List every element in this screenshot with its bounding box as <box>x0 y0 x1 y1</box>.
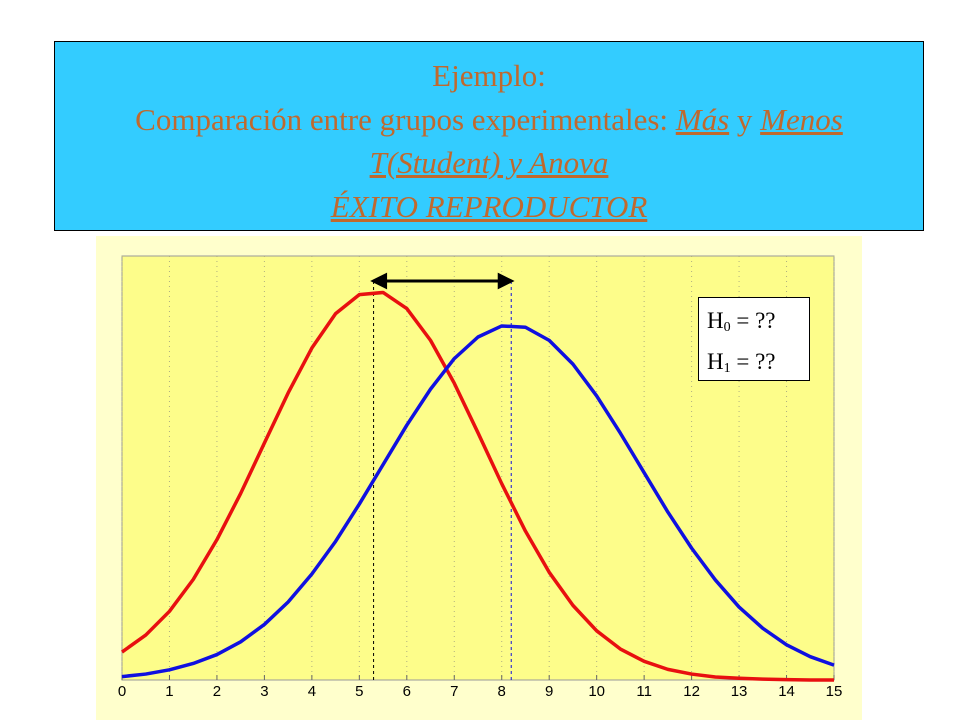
hypothesis-box: H0 = ?? H1 = ?? <box>698 297 810 381</box>
x-tick-label: 1 <box>165 683 173 700</box>
x-tick-label: 2 <box>213 683 221 700</box>
title-emphasis: ÉXITO REPRODUCTOR <box>330 188 648 224</box>
hypothesis-text: = ?? <box>730 308 776 333</box>
x-tick-label: 6 <box>403 683 411 700</box>
title-text: Ejemplo: <box>432 58 546 93</box>
x-tick-label: 0 <box>118 683 126 700</box>
hypothesis-line: H0 = ?? <box>707 304 809 345</box>
title-box: Ejemplo: Comparación entre grupos experim… <box>54 41 924 231</box>
x-tick-label: 9 <box>545 683 553 700</box>
title-text: y <box>729 101 761 137</box>
title-line: ÉXITO REPRODUCTOR <box>55 185 923 229</box>
x-tick-label: 3 <box>260 683 268 700</box>
hypothesis-index: 1 <box>723 361 731 376</box>
hypothesis-index: 0 <box>723 320 731 335</box>
difference-arrow <box>370 272 515 290</box>
x-tick-label: 10 <box>588 683 605 700</box>
title-text: Comparación entre grupos experimentales: <box>135 101 676 137</box>
curve <box>121 324 835 679</box>
x-tick-label: 7 <box>450 683 458 700</box>
x-tick-label: 13 <box>731 683 748 700</box>
title-emphasis: Más <box>675 101 730 137</box>
title-line: Comparación entre grupos experimentales:… <box>55 98 923 142</box>
title-line: Ejemplo: <box>55 54 923 98</box>
x-tick-label: 14 <box>778 683 795 700</box>
hypothesis-line: H1 = ?? <box>707 345 809 386</box>
curve <box>120 290 834 682</box>
hypothesis-text: = ?? <box>730 349 776 374</box>
title-emphasis: T(Student) y Anova <box>369 145 609 180</box>
title-emphasis: Menos <box>760 101 843 137</box>
hypothesis-symbol: H <box>707 349 724 374</box>
x-tick-label: 15 <box>826 683 843 700</box>
x-tick-label: 5 <box>355 683 363 700</box>
x-tick-label: 12 <box>683 683 700 700</box>
x-tick-label: 11 <box>636 683 652 700</box>
title-line: T(Student) y Anova <box>55 141 923 185</box>
x-tick-label: 8 <box>498 683 506 700</box>
x-tick-label: 4 <box>308 683 316 700</box>
hypothesis-symbol: H <box>707 308 724 333</box>
